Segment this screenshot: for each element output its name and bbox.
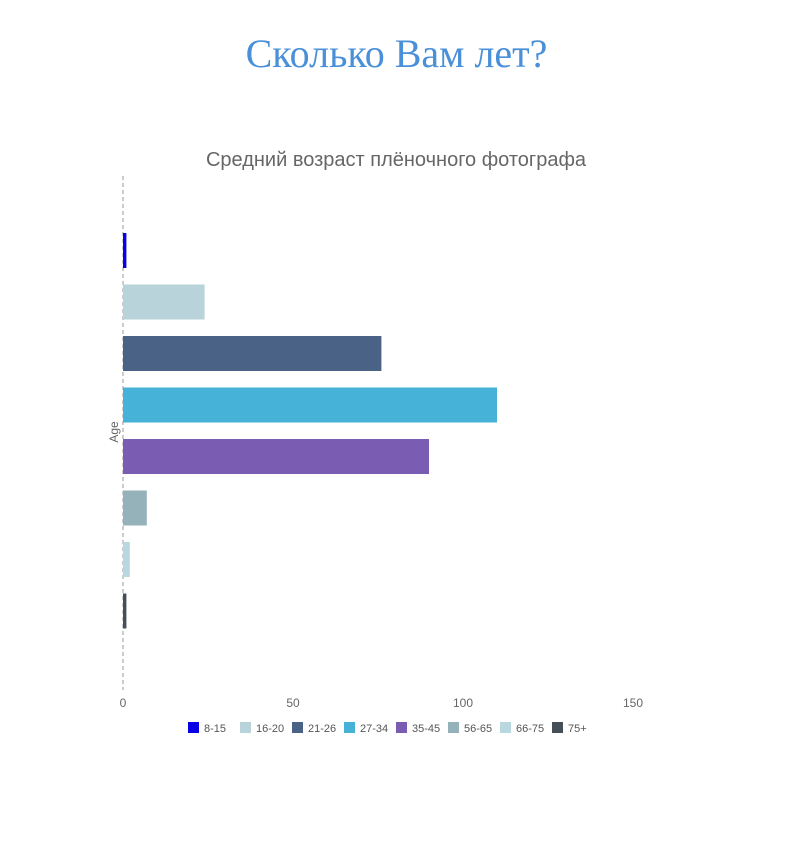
x-axis-ticks: 0 50 100 150 (120, 696, 644, 710)
legend-label: 75+ (568, 723, 587, 735)
legend: 8-15 16-20 21-26 27-34 35-45 56-65 66-75 75+ (188, 722, 587, 735)
legend-swatch (292, 722, 303, 733)
legend-label: 35-45 (412, 723, 440, 735)
legend-swatch (344, 722, 355, 733)
bar-35-45[interactable] (123, 439, 429, 474)
x-tick-label: 50 (286, 696, 300, 710)
x-tick-label: 150 (623, 696, 643, 710)
legend-item-27-34[interactable]: 27-34 (344, 722, 388, 735)
legend-item-35-45[interactable]: 35-45 (396, 722, 440, 735)
x-tick-label: 0 (120, 696, 127, 710)
legend-swatch (448, 722, 459, 733)
bars-group (123, 233, 497, 629)
bar-56-65[interactable] (123, 490, 147, 526)
legend-item-66-75[interactable]: 66-75 (500, 722, 544, 735)
legend-label: 8-15 (204, 723, 226, 735)
chart-title: Средний возраст плёночного фотографа (206, 149, 587, 171)
legend-item-56-65[interactable]: 56-65 (448, 722, 492, 735)
legend-swatch (500, 722, 511, 733)
legend-swatch (552, 722, 563, 733)
page-heading: Сколько Вам лет? (245, 31, 548, 76)
bar-21-26[interactable] (123, 336, 382, 371)
bar-66-75[interactable] (123, 542, 130, 577)
x-tick-label: 100 (453, 696, 473, 710)
legend-swatch (188, 722, 199, 733)
bar-75+[interactable] (123, 593, 127, 629)
legend-label: 56-65 (464, 723, 492, 735)
bar-16-20[interactable] (123, 284, 205, 320)
legend-item-75+[interactable]: 75+ (552, 722, 587, 735)
y-axis-label: Age (107, 421, 121, 443)
legend-item-21-26[interactable]: 21-26 (292, 722, 336, 735)
legend-label: 21-26 (308, 723, 336, 735)
bar-8-15[interactable] (123, 233, 127, 268)
legend-label: 66-75 (516, 723, 544, 735)
legend-item-8-15[interactable]: 8-15 (188, 722, 226, 735)
legend-swatch (240, 722, 251, 733)
legend-label: 16-20 (256, 723, 284, 735)
legend-label: 27-34 (360, 723, 388, 735)
bar-27-34[interactable] (123, 387, 497, 423)
legend-item-16-20[interactable]: 16-20 (240, 722, 284, 735)
legend-swatch (396, 722, 407, 733)
